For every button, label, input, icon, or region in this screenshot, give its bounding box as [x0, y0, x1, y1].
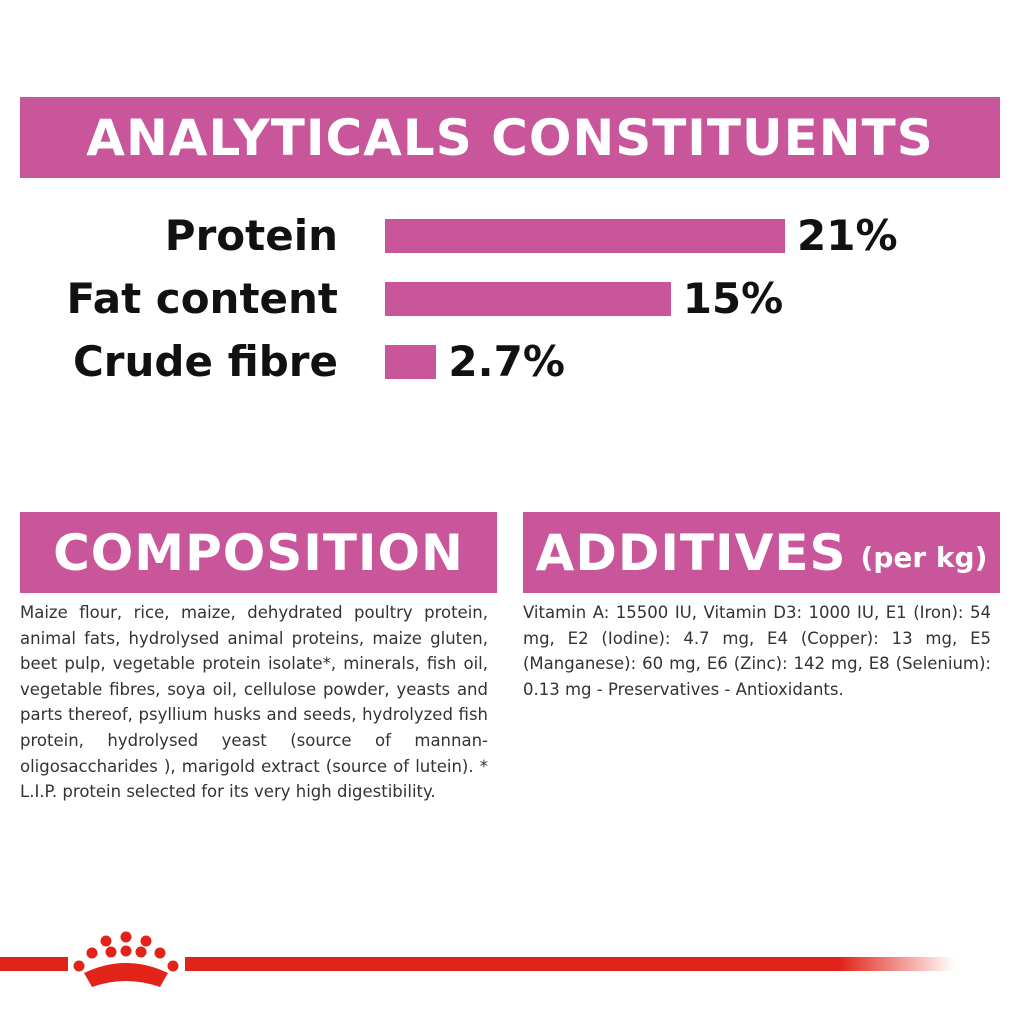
title-banner: ANALYTICALS CONSTITUENTS — [20, 97, 1000, 178]
bar — [385, 219, 785, 253]
bar — [385, 345, 437, 379]
bar — [385, 282, 671, 316]
composition-title: COMPOSITION — [53, 523, 464, 582]
composition-banner: COMPOSITION — [20, 512, 497, 593]
footer-line — [185, 957, 955, 971]
footer-logo — [0, 931, 955, 987]
additives-text: Vitamin A: 15500 IU, Vitamin D3: 1000 IU… — [523, 603, 991, 699]
additives-banner: ADDITIVES (per kg) — [523, 512, 1000, 593]
additives-title: ADDITIVES — [535, 523, 847, 582]
footer-line — [0, 957, 68, 971]
value-label: 2.7% — [448, 337, 565, 386]
category-label: Protein — [164, 211, 338, 260]
value-label: 21% — [797, 211, 898, 260]
composition-text: Maize flour, rice, maize, dehydrated pou… — [20, 603, 488, 802]
category-label: Crude fibre — [72, 337, 338, 386]
value-label: 15% — [682, 274, 784, 323]
additives-subtitle: (per kg) — [860, 541, 988, 574]
chart-title: ANALYTICALS CONSTITUENTS — [86, 108, 934, 167]
crown — [73, 931, 179, 987]
category-label: Fat content — [66, 274, 338, 323]
